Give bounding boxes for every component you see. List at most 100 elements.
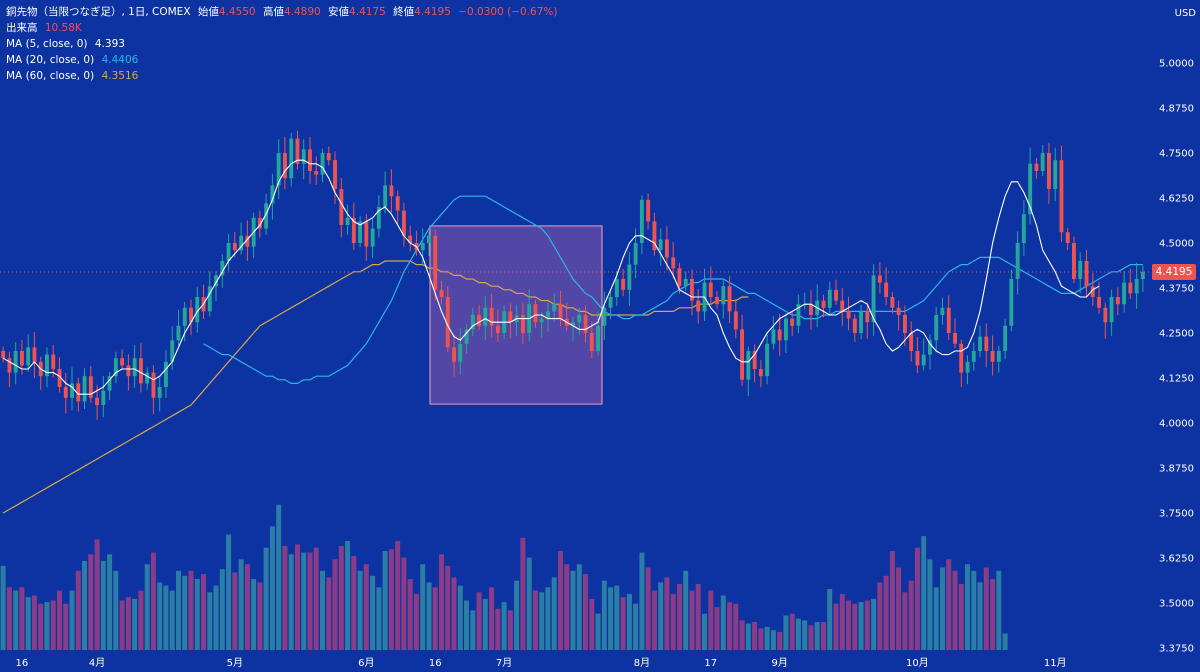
candle-body xyxy=(1015,243,1020,279)
price-tick-label: 5.0000 xyxy=(1159,59,1194,70)
candle-body xyxy=(220,261,225,276)
volume-bar xyxy=(770,630,776,650)
candle-body xyxy=(1115,297,1120,305)
volume-bar xyxy=(144,564,150,650)
time-tick-label: 5月 xyxy=(227,657,243,669)
volume-bar xyxy=(839,593,845,650)
volume-bar xyxy=(833,603,839,650)
candle-body xyxy=(176,325,181,341)
time-tick-label: 10月 xyxy=(906,657,929,669)
candle-body xyxy=(752,351,757,369)
candle-body xyxy=(364,221,369,247)
candle-body xyxy=(264,203,269,229)
volume-bar xyxy=(783,615,789,650)
volume-bar xyxy=(902,592,908,650)
time-tick-label: 7月 xyxy=(496,657,512,669)
candle-body xyxy=(402,210,406,236)
candle-body xyxy=(1040,153,1045,171)
candle-body xyxy=(483,307,488,326)
volume-bar xyxy=(63,603,69,650)
volume-bar xyxy=(532,590,538,650)
candle-body xyxy=(652,221,657,251)
volume-bar xyxy=(670,593,676,650)
volume-bar xyxy=(714,607,720,650)
volume-bar xyxy=(990,579,996,650)
volume-bar xyxy=(157,582,163,650)
candle-body xyxy=(715,297,719,305)
volume-bar xyxy=(464,600,469,650)
price-tick-label: 4.3750 xyxy=(1159,284,1194,295)
candle-body xyxy=(621,279,626,290)
candle-body xyxy=(596,325,600,351)
candle-body xyxy=(614,279,619,297)
volume-bar xyxy=(977,582,983,650)
volume-bar xyxy=(282,546,288,650)
volume-bar xyxy=(883,575,889,651)
volume-bar xyxy=(626,593,632,650)
volume-bar xyxy=(107,554,113,650)
price-axis[interactable]: USD 5.0000 4.8750 4.7500 4.6250 4.5000 4.3750 4… xyxy=(1159,8,1196,655)
ma60-label: MA (60, close, 0) xyxy=(6,70,95,82)
candle-body xyxy=(170,340,175,362)
volume-bar xyxy=(113,570,119,650)
time-tick-label: 6月 xyxy=(358,657,374,669)
candle-body xyxy=(13,351,18,373)
candle-body xyxy=(521,315,525,333)
candle-body xyxy=(470,315,475,330)
candle-body xyxy=(846,311,851,319)
candle-body xyxy=(696,300,701,312)
candle-body xyxy=(865,311,870,323)
candle-body xyxy=(740,329,744,380)
volume-bar xyxy=(752,622,758,651)
candle-body xyxy=(226,243,231,261)
volume-bar xyxy=(351,556,357,650)
candle-body xyxy=(1078,261,1083,279)
candle-body xyxy=(771,329,776,344)
volume-bar xyxy=(858,602,864,650)
volume-bar xyxy=(320,570,325,650)
close-value: 4.4195 xyxy=(414,6,451,18)
low-label: 安値 xyxy=(328,6,350,18)
candle-body xyxy=(345,217,350,225)
volume-bar xyxy=(451,577,457,650)
volume-bar xyxy=(388,549,394,650)
volume-bar xyxy=(614,585,620,650)
volume-bar xyxy=(545,587,551,650)
open-value: 4.4550 xyxy=(218,6,256,18)
volume-bar xyxy=(457,585,463,650)
volume-bar xyxy=(470,610,476,650)
volume-label: 出来高 xyxy=(6,22,38,34)
candle-body xyxy=(790,318,795,326)
candle-body xyxy=(376,207,381,229)
ma5-label: MA (5, close, 0) xyxy=(6,38,88,50)
high-value: 4.4890 xyxy=(283,6,321,18)
legend-ma20-row: MA (20, close, 0) 4.4406 xyxy=(6,52,557,68)
candle-body xyxy=(890,297,895,308)
legend-ma60-row: MA (60, close, 0) 4.3516 xyxy=(6,68,557,84)
volume-bar xyxy=(583,574,588,650)
time-axis[interactable]: 16 4月 5月 6月 16 7月 8月 17 9月 10月 11月 xyxy=(16,657,1067,669)
volume-bar xyxy=(958,584,964,650)
candle-body xyxy=(88,376,93,398)
candle-body xyxy=(821,300,826,308)
candle-body xyxy=(1053,160,1058,189)
ma60-line xyxy=(2,260,749,514)
candle-body xyxy=(464,329,469,344)
volume-bar xyxy=(82,560,87,650)
candle-body xyxy=(232,243,237,251)
candle-body xyxy=(95,397,99,405)
candle-body xyxy=(727,286,732,312)
candle-body xyxy=(1140,271,1145,279)
legend: 銅先物（当限つなぎ足）, 1日, COMEX 始値4.4550 高値4.4890… xyxy=(6,4,557,84)
volume-bar xyxy=(125,597,131,650)
candle-body xyxy=(690,279,694,301)
volume-bar xyxy=(31,595,37,650)
candle-body xyxy=(270,185,275,204)
volume-bar xyxy=(395,541,401,650)
candle-body xyxy=(677,268,682,287)
volume-bar xyxy=(332,559,338,651)
candle-body xyxy=(70,383,74,398)
candle-body xyxy=(395,196,400,211)
